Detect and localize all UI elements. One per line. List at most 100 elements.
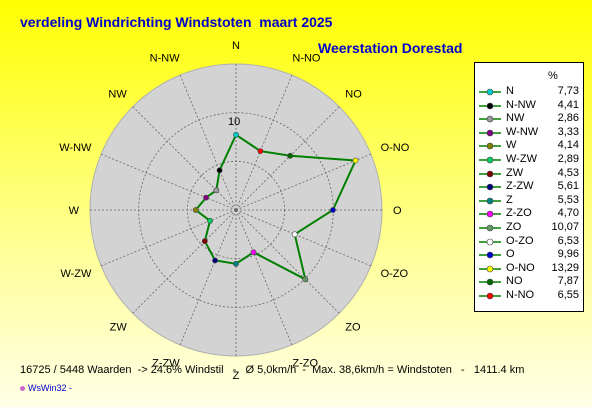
wswin-logo-icon	[20, 386, 25, 392]
grid-spoke	[235, 209, 372, 267]
legend-swatch-icon	[479, 102, 501, 109]
legend-item-w-nw: W-NW 3,33	[479, 126, 583, 140]
legend-percentage-value: 6,55	[557, 289, 579, 301]
grid-spoke	[179, 209, 237, 346]
software-credit: WsWin32 -	[20, 383, 72, 393]
legend-item-w: W 4,14	[479, 139, 583, 153]
direction-label-w: W	[69, 205, 80, 217]
direction-label-n-nw: N-NW	[150, 53, 181, 65]
legend-direction-name: O-ZO	[506, 234, 534, 247]
direction-label-zw: ZW	[110, 322, 128, 334]
legend-swatch-icon	[479, 211, 501, 218]
legend-percentage-value: 6,53	[557, 234, 579, 247]
data-point-nw	[213, 187, 220, 194]
legend-item-o-zo: O-ZO 6,53	[479, 235, 583, 249]
direction-label-n-no: N-NO	[292, 53, 321, 65]
data-point-w-zw	[207, 217, 213, 224]
legend-percentage-value: 5,53	[557, 193, 579, 206]
ring-label-10: 10	[228, 116, 240, 128]
legend-percentage-value: 3,33	[557, 125, 579, 138]
legend-percentage-value: 2,86	[557, 112, 579, 125]
data-point-n	[233, 131, 239, 138]
data-point-no	[287, 152, 294, 159]
station-name: Weerstation Dorestad	[318, 40, 463, 56]
grid-spoke	[235, 209, 293, 346]
data-point-n-nw	[216, 167, 223, 174]
grid-spoke	[100, 209, 237, 267]
legend-swatch-icon	[479, 279, 501, 286]
data-point-n-no	[257, 148, 264, 154]
legend-percentage-value: 4,70	[557, 207, 579, 220]
legend-item-nw: NW 2,86	[479, 112, 583, 126]
legend-percentage-value: 4,14	[557, 139, 579, 152]
legend-direction-name: ZW	[506, 166, 524, 179]
legend-swatch-icon	[479, 143, 501, 150]
legend-percentage-value: 4,41	[557, 98, 579, 111]
legend-direction-name: Z-ZO	[506, 207, 532, 220]
legend-percentage-value: 2,89	[557, 153, 579, 165]
legend-direction-name: N-NO	[506, 289, 535, 301]
direction-label-n: N	[232, 40, 240, 52]
direction-label-o: O	[393, 205, 402, 217]
grid-spoke	[132, 209, 237, 314]
legend-item-n-nw: N-NW 4,41	[479, 99, 583, 113]
legend-swatch-icon	[479, 265, 501, 273]
legend-swatch-icon	[479, 129, 501, 137]
data-point-o	[330, 207, 336, 213]
legend-item-n: N 7,73	[479, 85, 583, 99]
legend-item-z: Z 5,53	[479, 194, 583, 208]
legend-percentage-value: 5,61	[557, 180, 579, 193]
legend-item-z-zo: Z-ZO 4,70	[479, 207, 583, 221]
grid-spoke	[235, 153, 372, 211]
legend-direction-name: O	[506, 248, 515, 261]
grid-spoke	[235, 106, 340, 211]
data-point-z-zo	[250, 249, 257, 256]
grid-spoke	[100, 153, 237, 211]
direction-label-z-zw: Z-ZW	[152, 357, 180, 369]
direction-label-z-zo: Z-ZO	[292, 357, 318, 369]
direction-label-zo: ZO	[345, 322, 361, 334]
legend-direction-name: W-NW	[506, 125, 539, 138]
legend-swatch-icon	[479, 170, 501, 177]
legend-item-o: O 9,96	[479, 248, 583, 262]
legend: % N 7,73 N-NW 4,41 NW 2,86 W-NW 3,33 W 4,14 W-ZW 2,…	[474, 62, 584, 312]
direction-label-o-no: O-NO	[381, 142, 410, 154]
direction-label-nw: NW	[108, 88, 127, 100]
legend-direction-name: Z	[506, 193, 513, 206]
grid-spoke	[235, 74, 293, 211]
legend-direction-name: NW	[506, 112, 525, 125]
legend-direction-name: NO	[506, 275, 523, 288]
data-point-w-nw	[203, 194, 209, 201]
legend-swatch-icon	[479, 115, 501, 123]
legend-unit: %	[548, 70, 558, 82]
data-point-w	[192, 207, 199, 213]
legend-swatch-icon	[479, 238, 501, 245]
data-point-zw	[201, 238, 208, 245]
direction-label-z: Z	[233, 370, 240, 382]
legend-percentage-value: 9,96	[557, 248, 579, 261]
data-point-z	[233, 260, 239, 267]
statistics-footer: 16725 / 5448 Waarden -> 24.6% Windstil -…	[20, 364, 525, 376]
software-name: WsWin32 -	[28, 383, 73, 393]
grid-spoke	[179, 74, 237, 211]
direction-label-w-zw: W-ZW	[60, 268, 92, 280]
direction-label-no: NO	[345, 88, 362, 100]
legend-item-w-zw: W-ZW 2,89	[479, 153, 583, 167]
legend-direction-name: N-NW	[506, 98, 536, 111]
legend-swatch-icon	[479, 183, 501, 191]
data-point-z-zw	[212, 257, 219, 264]
legend-percentage-value: 10,07	[551, 221, 579, 233]
legend-item-n-no: N-NO 6,55	[479, 289, 583, 303]
direction-label-o-zo: O-ZO	[381, 268, 409, 280]
data-point-zo	[302, 276, 309, 283]
legend-percentage-value: 13,29	[551, 261, 579, 274]
legend-swatch-icon	[479, 224, 501, 232]
legend-item-zw: ZW 4,53	[479, 167, 583, 181]
legend-direction-name: W-ZW	[506, 153, 537, 165]
legend-percentage-value: 4,53	[557, 166, 579, 179]
data-point-o-zo	[291, 231, 298, 238]
legend-direction-name: Z-ZW	[506, 180, 534, 193]
grid-spoke	[235, 209, 340, 314]
